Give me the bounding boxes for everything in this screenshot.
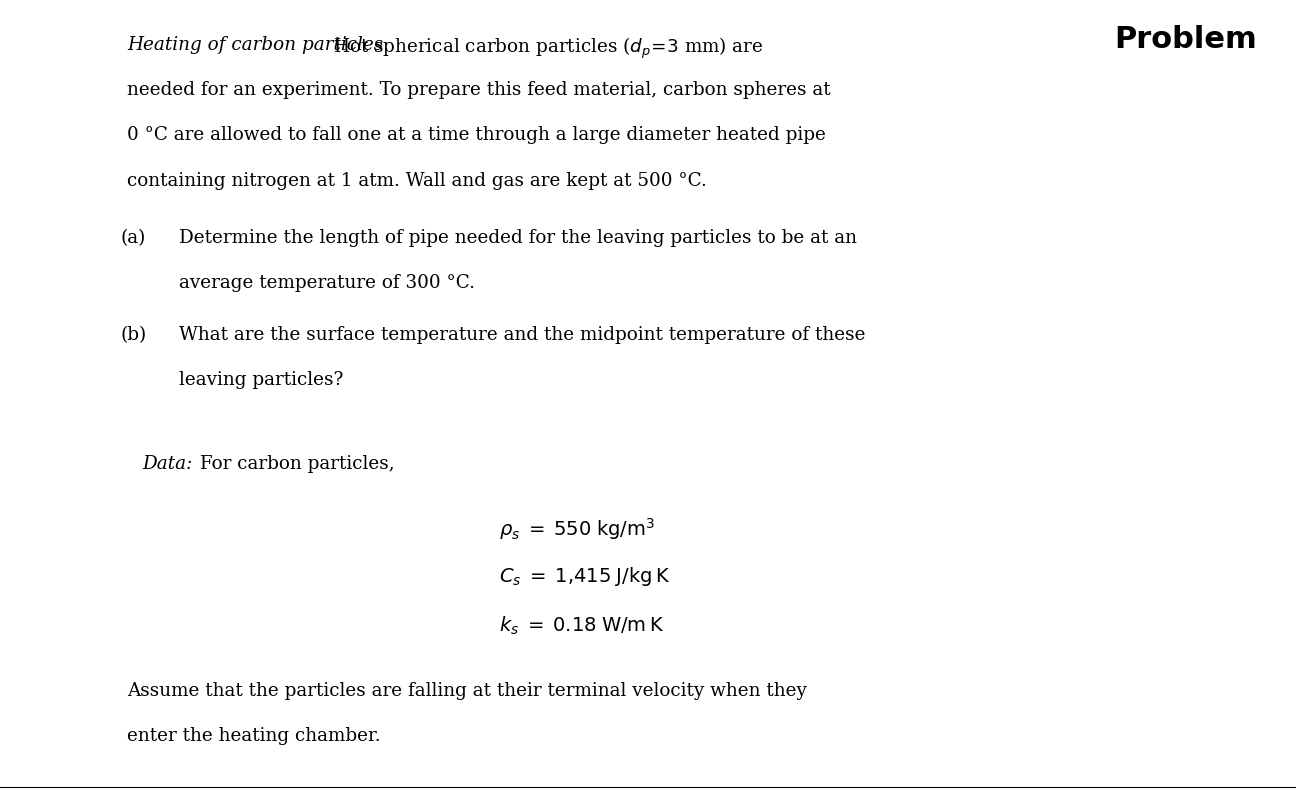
Text: 0 °C are allowed to fall one at a time through a large diameter heated pipe: 0 °C are allowed to fall one at a time t… bbox=[127, 126, 826, 145]
Text: Heating of carbon particles.: Heating of carbon particles. bbox=[127, 36, 389, 54]
Text: $\rho_s \;=\; 550\;\mathrm{kg/m^3}$: $\rho_s \;=\; 550\;\mathrm{kg/m^3}$ bbox=[499, 516, 654, 542]
Text: Data:: Data: bbox=[143, 455, 193, 473]
Text: What are the surface temperature and the midpoint temperature of these: What are the surface temperature and the… bbox=[179, 326, 866, 344]
Text: (b): (b) bbox=[121, 326, 146, 344]
Text: enter the heating chamber.: enter the heating chamber. bbox=[127, 727, 381, 746]
Text: containing nitrogen at 1 atm. Wall and gas are kept at 500 °C.: containing nitrogen at 1 atm. Wall and g… bbox=[127, 172, 706, 190]
Text: For carbon particles,: For carbon particles, bbox=[194, 455, 395, 473]
Text: Determine the length of pipe needed for the leaving particles to be at an: Determine the length of pipe needed for … bbox=[179, 229, 857, 247]
Text: Problem: Problem bbox=[1115, 25, 1257, 54]
Text: average temperature of 300 °C.: average temperature of 300 °C. bbox=[179, 274, 474, 293]
Text: (a): (a) bbox=[121, 229, 146, 247]
Text: needed for an experiment. To prepare this feed material, carbon spheres at: needed for an experiment. To prepare thi… bbox=[127, 81, 831, 99]
Text: leaving particles?: leaving particles? bbox=[179, 371, 343, 390]
Text: Assume that the particles are falling at their terminal velocity when they: Assume that the particles are falling at… bbox=[127, 682, 807, 700]
Text: $k_s \;=\; 0.18\;\mathrm{W/m\,K}$: $k_s \;=\; 0.18\;\mathrm{W/m\,K}$ bbox=[499, 615, 664, 637]
Text: $C_s \;=\; 1{,}415\;\mathrm{J/kg\,K}$: $C_s \;=\; 1{,}415\;\mathrm{J/kg\,K}$ bbox=[499, 565, 670, 588]
Text: Hot spherical carbon particles ($d_p\!=\!3$ mm) are: Hot spherical carbon particles ($d_p\!=\… bbox=[333, 36, 763, 61]
